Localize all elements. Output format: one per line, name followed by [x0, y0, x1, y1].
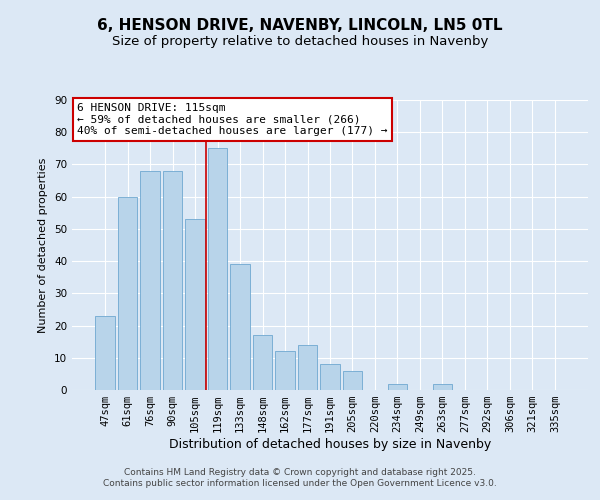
Text: Size of property relative to detached houses in Navenby: Size of property relative to detached ho…	[112, 35, 488, 48]
Bar	[298, 345, 317, 390]
Bar	[140, 171, 160, 390]
Text: 6, HENSON DRIVE, NAVENBY, LINCOLN, LN5 0TL: 6, HENSON DRIVE, NAVENBY, LINCOLN, LN5 0…	[97, 18, 503, 32]
X-axis label: Distribution of detached houses by size in Navenby: Distribution of detached houses by size …	[169, 438, 491, 451]
Bar	[320, 364, 340, 390]
Y-axis label: Number of detached properties: Number of detached properties	[38, 158, 49, 332]
Bar	[163, 171, 182, 390]
Bar	[343, 370, 362, 390]
Bar	[230, 264, 250, 390]
Text: 6 HENSON DRIVE: 115sqm
← 59% of detached houses are smaller (266)
40% of semi-de: 6 HENSON DRIVE: 115sqm ← 59% of detached…	[77, 103, 388, 136]
Bar	[433, 384, 452, 390]
Bar	[253, 335, 272, 390]
Bar	[208, 148, 227, 390]
Bar	[275, 352, 295, 390]
Bar	[118, 196, 137, 390]
Bar	[185, 219, 205, 390]
Bar	[95, 316, 115, 390]
Bar	[388, 384, 407, 390]
Text: Contains HM Land Registry data © Crown copyright and database right 2025.
Contai: Contains HM Land Registry data © Crown c…	[103, 468, 497, 487]
